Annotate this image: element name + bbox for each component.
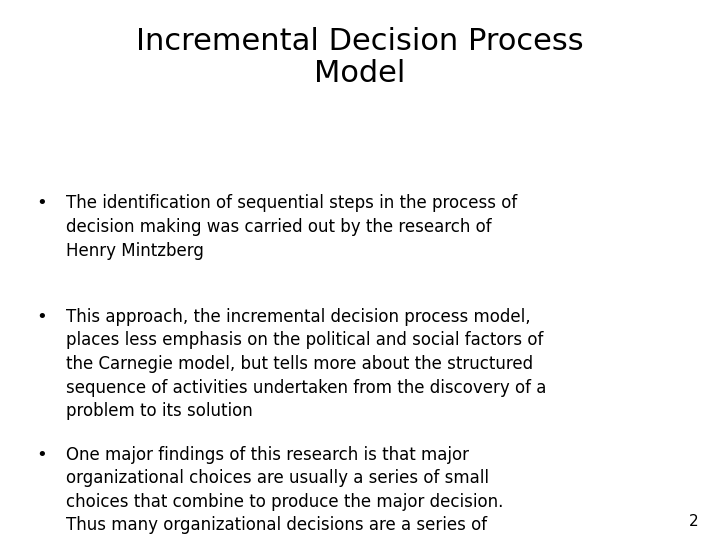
Text: •: •	[37, 308, 47, 326]
Text: This approach, the incremental decision process model,
places less emphasis on t: This approach, the incremental decision …	[66, 308, 546, 420]
Text: One major findings of this research is that major
organizational choices are usu: One major findings of this research is t…	[66, 446, 503, 540]
Text: Incremental Decision Process
Model: Incremental Decision Process Model	[136, 27, 584, 89]
Text: The identification of sequential steps in the process of
decision making was car: The identification of sequential steps i…	[66, 194, 518, 260]
Text: 2: 2	[689, 514, 698, 529]
Text: •: •	[37, 194, 47, 212]
Text: •: •	[37, 446, 47, 463]
